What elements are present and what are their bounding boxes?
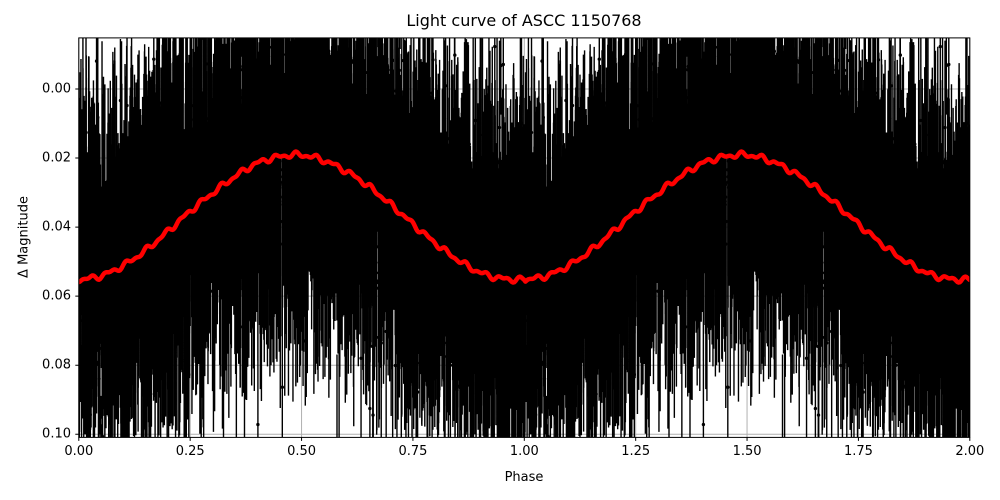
x-axis-label: Phase [504, 470, 544, 485]
x-tick-label: 1.50 [732, 444, 762, 459]
y-tick-label: 0.00 [42, 81, 71, 97]
x-tick-label: 0.25 [175, 444, 205, 459]
x-tick-label: 1.00 [509, 444, 539, 459]
x-tick-label: 1.75 [843, 444, 873, 459]
y-tick-label: 0.02 [42, 150, 71, 166]
y-tick-label: 0.04 [42, 219, 71, 235]
y-tick-label: 0.10 [42, 426, 71, 442]
y-axis-label: Δ Magnitude [16, 196, 32, 278]
y-tick-label: 0.08 [42, 357, 71, 373]
x-tick-label: 2.00 [955, 444, 985, 459]
x-tick-label: 0.00 [64, 444, 94, 459]
y-tick-label: 0.06 [42, 288, 71, 304]
x-tick-label: 0.50 [287, 444, 317, 459]
chart-title: Light curve of ASCC 1150768 [406, 11, 642, 30]
x-tick-label: 1.25 [621, 444, 651, 459]
x-tick-label: 0.75 [398, 444, 428, 459]
